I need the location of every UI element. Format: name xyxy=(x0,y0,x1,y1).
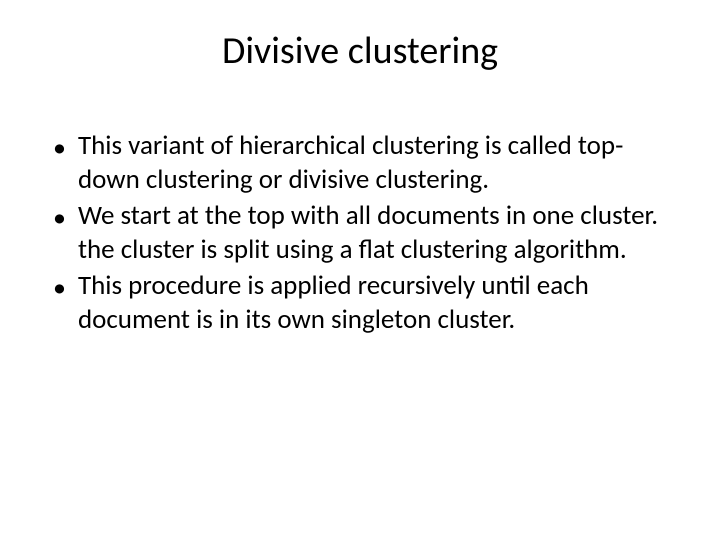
slide-container: Divisive clustering • This variant of hi… xyxy=(0,0,720,540)
bullet-text: We start at the top with all documents i… xyxy=(78,199,675,267)
bullet-text: This variant of hierarchical clustering … xyxy=(78,129,675,197)
bullet-marker: • xyxy=(53,199,66,235)
bullet-item: • This procedure is applied recursively … xyxy=(53,269,675,337)
bullet-text: This procedure is applied recursively un… xyxy=(78,269,675,337)
bullet-item: • We start at the top with all documents… xyxy=(53,199,675,267)
bullet-marker: • xyxy=(53,269,66,305)
bullet-marker: • xyxy=(53,129,66,165)
slide-title: Divisive clustering xyxy=(45,28,675,74)
slide-content: • This variant of hierarchical clusterin… xyxy=(45,129,675,337)
bullet-item: • This variant of hierarchical clusterin… xyxy=(53,129,675,197)
